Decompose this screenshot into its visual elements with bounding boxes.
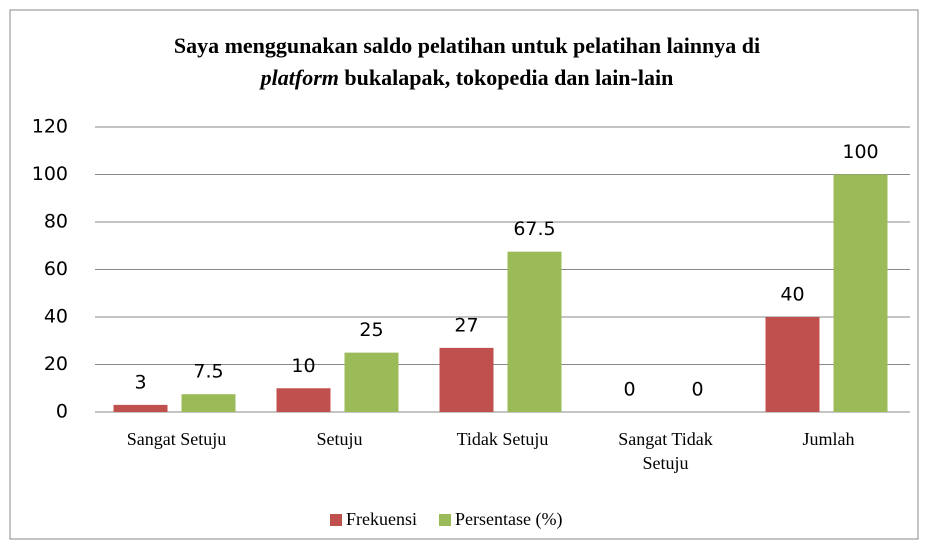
y-tick-label: 0 [56,401,68,423]
legend-label: Persentase (%) [455,509,562,530]
bar [439,347,494,412]
bar [276,388,331,412]
bar [765,317,820,412]
y-tick-label: 80 [44,211,68,233]
x-tick-label: Jumlah [802,429,855,449]
legend-label: Frekuensi [346,509,417,529]
x-tick-label: Setuju [316,429,363,449]
chart-title: platform bukalapak, tokopedia dan lain-l… [259,65,674,90]
bar [181,394,236,412]
x-tick-label: Tidak Setuju [456,429,549,449]
data-label: 0 [623,379,635,401]
bar [113,404,168,412]
y-tick-label: 120 [32,116,68,138]
y-tick-label: 20 [44,353,68,375]
y-tick-label: 40 [44,306,68,328]
bar [344,352,399,412]
data-label: 40 [780,284,804,306]
y-tick-label: 60 [44,258,68,280]
chart-border [9,9,919,540]
y-tick-label: 100 [32,163,68,185]
data-label: 10 [291,355,315,377]
data-label: 3 [134,371,146,393]
chart-title-part: bukalapak, tokopedia dan lain-lain [344,65,673,90]
x-tick-label: Sangat Tidak Setuju [618,429,713,473]
data-label: 25 [359,319,383,341]
x-tick-label: Sangat Setuju [126,429,227,449]
chart-title: Saya menggunakan saldo pelatihan untuk p… [174,33,760,58]
data-label: 7.5 [193,361,223,383]
chart-title-part: platform [259,65,339,90]
data-label: 0 [691,379,703,401]
legend-swatch [330,514,342,526]
data-label: 27 [454,314,478,336]
bar [833,174,888,412]
data-label: 67.5 [513,218,555,240]
data-label: 100 [842,141,878,163]
legend-swatch [439,514,451,526]
bar [507,251,562,412]
